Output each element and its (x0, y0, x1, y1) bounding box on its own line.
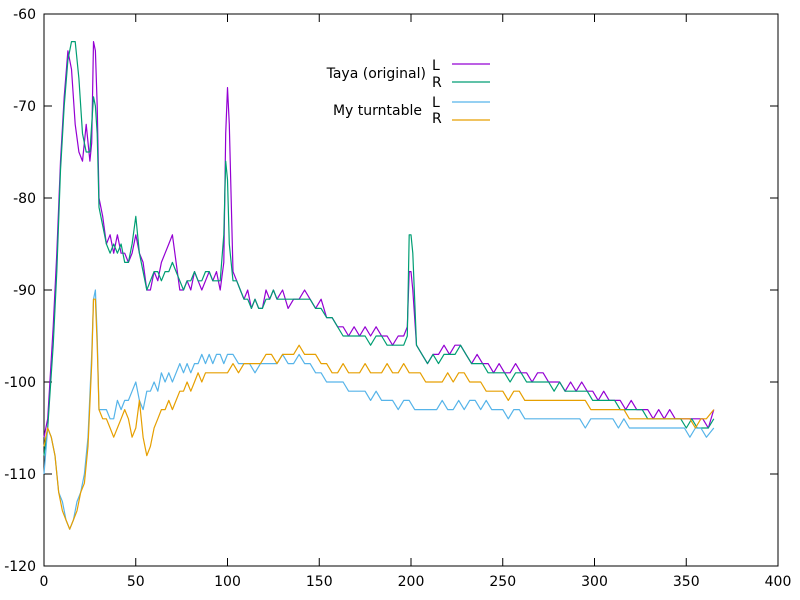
x-tick-label: 300 (581, 574, 608, 590)
y-tick-label: -100 (4, 375, 36, 391)
plot-area (43, 13, 779, 567)
legend-group-2-label: My turntable (333, 103, 422, 119)
y-tick-label: -110 (4, 467, 36, 483)
legend-group-1-entry-l: L (432, 58, 440, 74)
y-tick-label: -70 (13, 99, 36, 115)
series-line-2 (43, 41, 715, 456)
x-tick-label: 400 (765, 574, 792, 590)
y-tick-label: -60 (13, 7, 36, 23)
legend-group-1-label: Taya (original) (326, 66, 426, 82)
series-line-3 (43, 289, 715, 530)
x-tick-label: 100 (214, 574, 241, 590)
legend: Taya (original) L R My turntable L R (326, 58, 490, 127)
series-layer (43, 41, 715, 530)
y-tick-label: -120 (4, 559, 36, 575)
x-tick-label: 150 (306, 574, 333, 590)
legend-group-2-entry-l: L (432, 95, 440, 111)
y-tick-label: -80 (13, 191, 36, 207)
axis-ticks: 0 50 100 150 200 250 300 350 400 -60 -70 -80 -90 -100… (4, 7, 791, 590)
legend-group-2-entry-r: R (432, 111, 442, 127)
legend-group-1-entry-r: R (432, 75, 442, 91)
series-line-1 (43, 41, 715, 438)
x-tick-label: 50 (127, 574, 145, 590)
y-tick-label: -90 (13, 283, 36, 299)
series-line-4 (43, 298, 715, 530)
x-tick-label: 350 (673, 574, 700, 590)
x-tick-label: 250 (489, 574, 516, 590)
x-tick-label: 0 (40, 574, 49, 590)
x-tick-label: 200 (398, 574, 425, 590)
